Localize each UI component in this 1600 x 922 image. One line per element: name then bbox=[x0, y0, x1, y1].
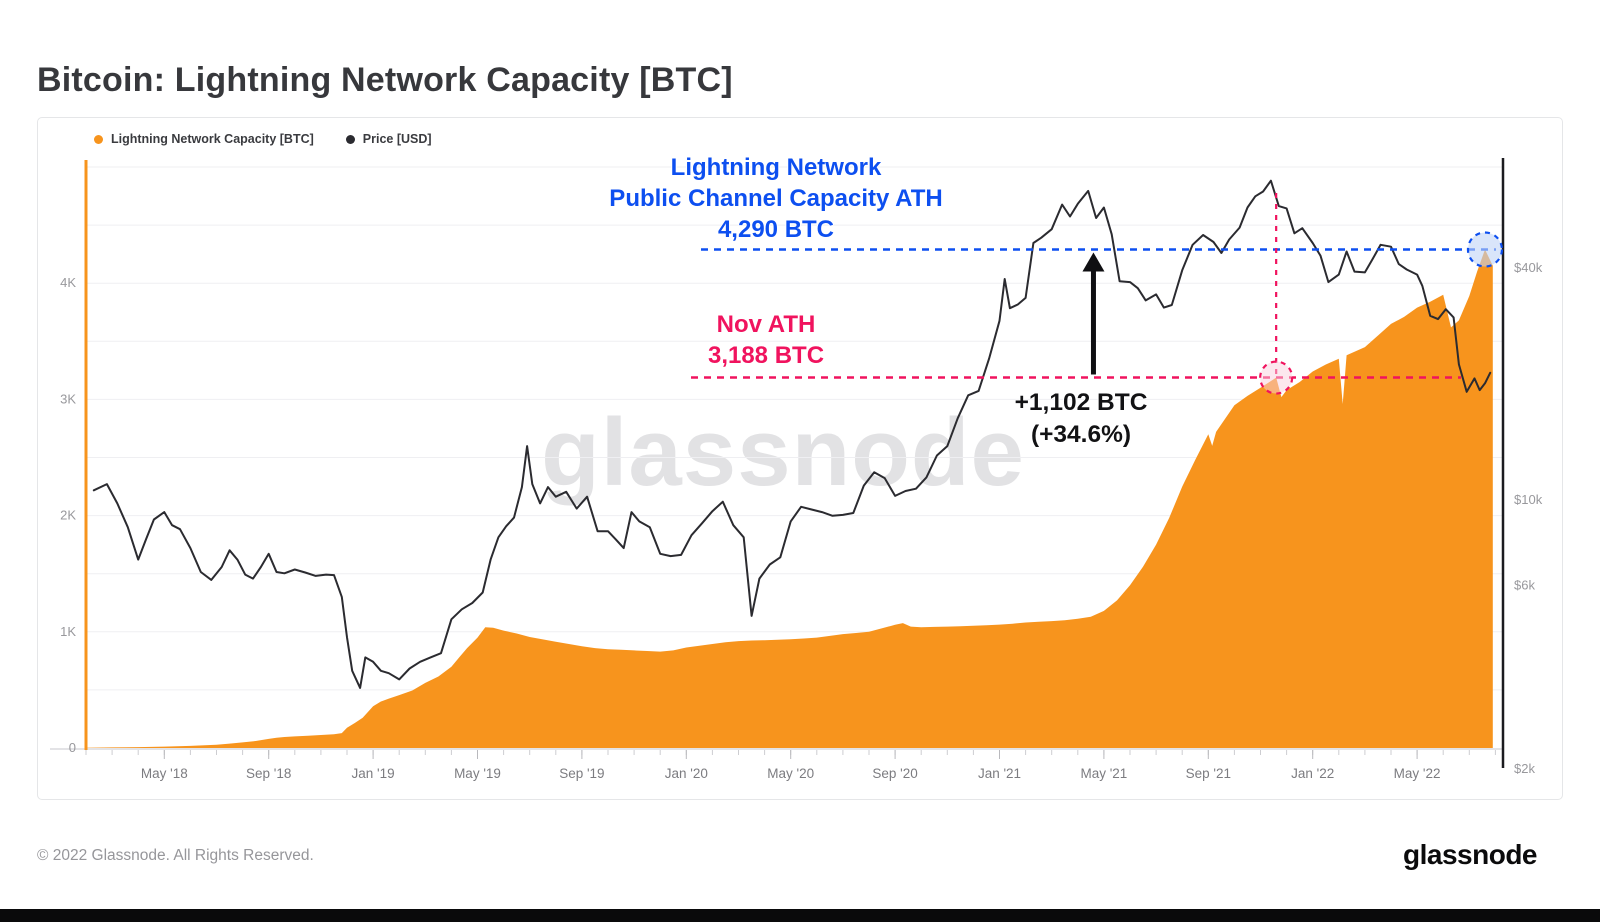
svg-text:$2k: $2k bbox=[1514, 761, 1535, 776]
svg-text:May '21: May '21 bbox=[1080, 766, 1127, 781]
legend-item-price[interactable]: Price [USD] bbox=[345, 132, 432, 146]
capacity-legend-label: Lightning Network Capacity [BTC] bbox=[111, 132, 314, 146]
plot-svg: May '18 Sep '18 Jan '19 May '19 Sep '19 Jan '… bbox=[50, 158, 1543, 781]
capacity-ath-line2: Public Channel Capacity ATH bbox=[609, 185, 943, 212]
svg-text:$40k: $40k bbox=[1514, 260, 1543, 275]
capacity-ath-annotation: Lightning Network Public Channel Capacit… bbox=[609, 152, 942, 245]
svg-text:$6k: $6k bbox=[1514, 577, 1535, 592]
svg-text:Sep '18: Sep '18 bbox=[246, 766, 291, 781]
svg-text:May '18: May '18 bbox=[141, 766, 188, 781]
svg-text:4K: 4K bbox=[60, 275, 76, 290]
svg-text:Jan '20: Jan '20 bbox=[665, 766, 708, 781]
legend-item-capacity[interactable]: Lightning Network Capacity [BTC] bbox=[94, 132, 314, 146]
price-legend-dot-icon bbox=[345, 134, 355, 144]
svg-text:May '22: May '22 bbox=[1394, 766, 1441, 781]
delta-annotation: +1,102 BTC (+34.6%) bbox=[1015, 387, 1148, 451]
capacity-ath-value: 4,290 BTC bbox=[717, 216, 835, 243]
svg-text:Jan '21: Jan '21 bbox=[978, 766, 1021, 781]
delta-btc: +1,102 BTC bbox=[1014, 389, 1148, 416]
svg-text:0: 0 bbox=[69, 740, 76, 755]
svg-text:Jan '19: Jan '19 bbox=[352, 766, 395, 781]
bottom-bar bbox=[0, 909, 1600, 922]
chart-legend: Lightning Network Capacity [BTC] Price [… bbox=[94, 132, 432, 146]
capacity-ath-line1: Lightning Network bbox=[670, 154, 882, 181]
svg-text:Jan '22: Jan '22 bbox=[1291, 766, 1334, 781]
capacity-legend-dot-icon bbox=[94, 134, 103, 144]
delta-percent: (+34.6%) bbox=[1030, 421, 1132, 448]
chart-card: Lightning Network Capacity [BTC] Price [… bbox=[37, 117, 1563, 800]
price-legend-label: Price [USD] bbox=[362, 132, 432, 146]
svg-text:1K: 1K bbox=[60, 624, 76, 639]
svg-text:$10k: $10k bbox=[1514, 492, 1543, 507]
svg-text:Sep '20: Sep '20 bbox=[872, 766, 917, 781]
svg-text:Sep '21: Sep '21 bbox=[1186, 766, 1231, 781]
nov-ath-annotation: Nov ATH 3,188 BTC bbox=[708, 309, 824, 371]
svg-text:Sep '19: Sep '19 bbox=[559, 766, 604, 781]
svg-text:2K: 2K bbox=[60, 508, 76, 523]
svg-text:May '20: May '20 bbox=[767, 766, 814, 781]
svg-text:3K: 3K bbox=[60, 391, 76, 406]
svg-text:May '19: May '19 bbox=[454, 766, 501, 781]
nov-ath-value: 3,188 BTC bbox=[707, 342, 825, 369]
page-title: Bitcoin: Lightning Network Capacity [BTC… bbox=[37, 60, 733, 99]
nov-ath-label: Nov ATH bbox=[716, 311, 816, 338]
glassnode-watermark: glassnode bbox=[541, 399, 1025, 506]
copyright-text: © 2022 Glassnode. All Rights Reserved. bbox=[37, 847, 314, 864]
glassnode-logo: glassnode bbox=[1403, 839, 1537, 870]
